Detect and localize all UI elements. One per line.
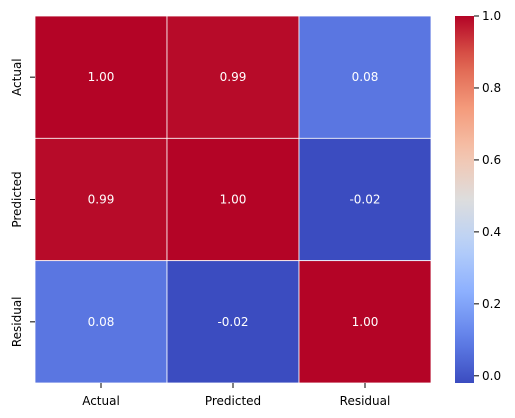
heatmap-cell	[34, 15, 168, 139]
cell-label: -0.02	[349, 193, 380, 207]
cell-label: 0.99	[88, 193, 115, 207]
heatmap-cell	[34, 137, 168, 262]
heatmap-annotations: 1.00 0.99 0.08 0.99 1.00 -0.02 0.08 -0.02 1.00	[88, 70, 381, 329]
heatmap-cell	[298, 137, 432, 262]
heatmap-cell	[34, 260, 168, 384]
x-tick-label: Actual	[82, 394, 120, 408]
heatmap-cell	[166, 260, 300, 384]
colorbar-axis: 0.0 0.2 0.4 0.6 0.8 1.0	[474, 9, 501, 383]
y-tick-label: Residual	[10, 296, 24, 347]
cell-label: 1.00	[352, 315, 379, 329]
y-tick-label: Actual	[10, 58, 24, 96]
colorbar-tick-label: 0.0	[482, 369, 501, 383]
colorbar-tick-label: 0.2	[482, 297, 501, 311]
colorbar-tick-label: 0.8	[482, 81, 501, 95]
x-tick-label: Predicted	[205, 394, 261, 408]
colorbar-tick-label: 1.0	[482, 9, 501, 23]
y-tick-label: Predicted	[10, 171, 24, 227]
cell-label: 0.99	[220, 70, 247, 84]
colorbar-tick-label: 0.6	[482, 153, 501, 167]
heatmap-cells	[34, 15, 432, 384]
cell-label: 1.00	[220, 193, 247, 207]
cell-label: 1.00	[88, 70, 115, 84]
colorbar	[455, 16, 474, 383]
heatmap-cell	[298, 15, 432, 139]
heatmap-cell	[166, 15, 300, 139]
x-axis: Actual Predicted Residual	[82, 383, 390, 408]
heatmap-cell	[166, 137, 300, 262]
cell-label: -0.02	[217, 315, 248, 329]
y-axis: Actual Predicted Residual	[10, 58, 35, 347]
x-tick-label: Residual	[340, 394, 391, 408]
cell-label: 0.08	[352, 70, 379, 84]
colorbar-tick-label: 0.4	[482, 225, 501, 239]
cell-label: 0.08	[88, 315, 115, 329]
